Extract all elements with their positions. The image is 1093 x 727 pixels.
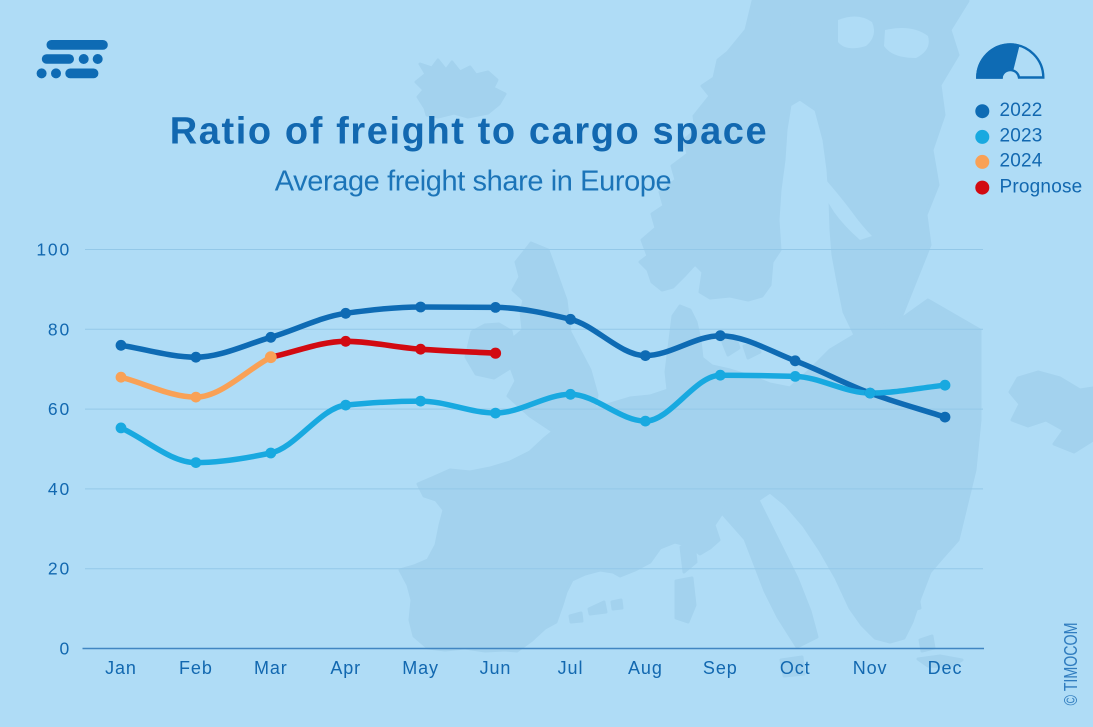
svg-text:Average freight share in Europ: Average freight share in Europe [275, 166, 672, 198]
svg-text:2024: 2024 [1000, 151, 1043, 172]
svg-text:May: May [402, 658, 439, 678]
svg-text:Jan: Jan [105, 658, 137, 678]
svg-text:Mar: Mar [254, 658, 288, 678]
svg-text:Aug: Aug [628, 658, 663, 678]
svg-text:Prognose: Prognose [1000, 176, 1083, 197]
svg-text:60: 60 [48, 399, 71, 419]
svg-text:40: 40 [48, 479, 71, 499]
svg-text:20: 20 [48, 559, 71, 579]
svg-text:Dec: Dec [928, 658, 963, 678]
svg-text:80: 80 [48, 319, 71, 339]
svg-text:Feb: Feb [179, 658, 213, 678]
svg-text:Ratio of freight to cargo spac: Ratio of freight to cargo space [170, 111, 769, 153]
svg-text:2022: 2022 [1000, 100, 1043, 121]
svg-text:0: 0 [59, 639, 71, 659]
svg-text:100: 100 [36, 240, 71, 260]
svg-text:© TIMOCOM: © TIMOCOM [1061, 623, 1081, 706]
svg-text:Nov: Nov [853, 658, 888, 678]
svg-text:Apr: Apr [330, 658, 361, 678]
svg-text:Oct: Oct [780, 658, 811, 678]
svg-text:2023: 2023 [1000, 126, 1043, 147]
svg-text:Sep: Sep [703, 658, 738, 678]
svg-text:Jun: Jun [480, 658, 512, 678]
svg-text:Jul: Jul [558, 658, 584, 678]
